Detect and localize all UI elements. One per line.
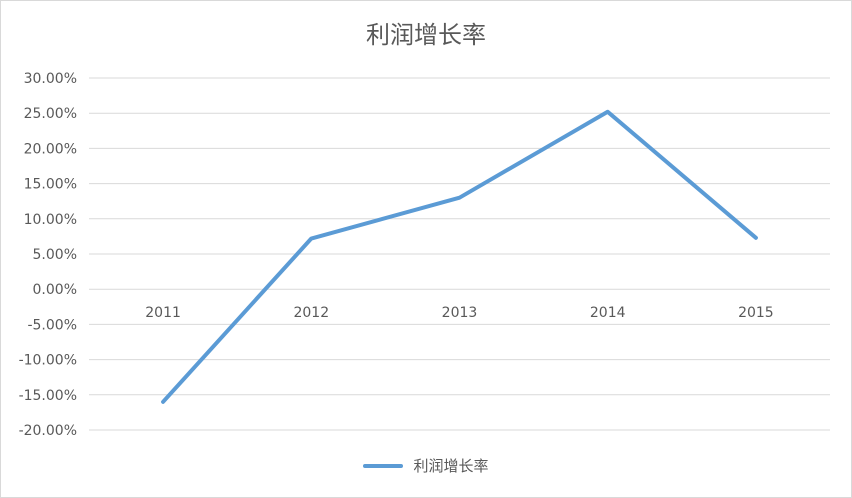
legend-label: 利润增长率 xyxy=(413,457,489,475)
y-tick-label: 10.00% xyxy=(24,212,77,228)
y-tick-label: 5.00% xyxy=(33,247,77,263)
y-tick-label: 25.00% xyxy=(24,106,77,122)
y-tick-label: -15.00% xyxy=(19,388,77,404)
series-line xyxy=(161,109,758,404)
gridlines xyxy=(89,77,830,431)
x-tick-label: 2014 xyxy=(590,305,626,321)
y-tick-label: 30.00% xyxy=(24,71,77,87)
x-axis-labels: 2011 2012 2013 2014 2015 xyxy=(145,305,773,321)
legend: 利润增长率 xyxy=(1,455,851,476)
y-tick-label: 0.00% xyxy=(33,282,77,298)
y-tick-label: 20.00% xyxy=(24,141,77,157)
series-group xyxy=(161,109,758,404)
x-tick-label: 2015 xyxy=(738,305,774,321)
x-tick-label: 2011 xyxy=(145,305,181,321)
x-tick-label: 2012 xyxy=(293,305,329,321)
y-tick-label: -5.00% xyxy=(27,317,77,333)
y-tick-label: -10.00% xyxy=(19,353,77,369)
legend-swatch xyxy=(363,463,404,468)
chart-title: 利润增长率 xyxy=(366,21,486,49)
x-tick-label: 2013 xyxy=(442,305,478,321)
y-axis-labels: 30.00% 25.00% 20.00% 15.00% 10.00% 5.00% 0.00%… xyxy=(19,71,77,439)
y-tick-label: 15.00% xyxy=(24,177,77,193)
y-tick-label: -20.00% xyxy=(19,423,77,439)
